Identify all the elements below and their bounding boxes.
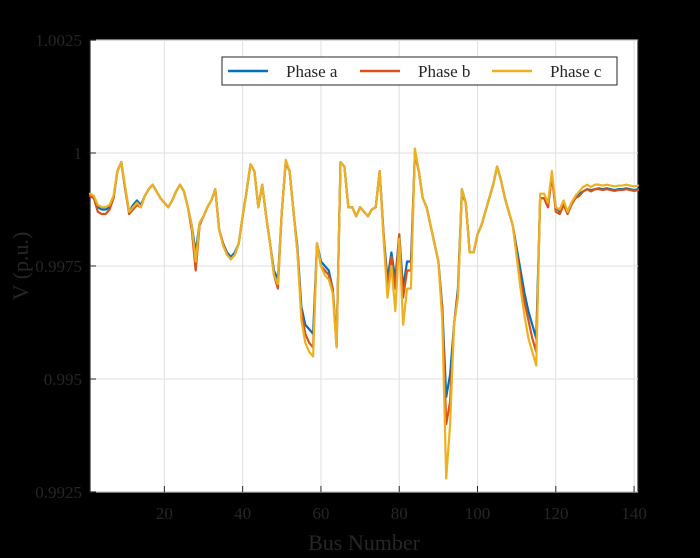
series-line-phase-c	[88, 147, 640, 480]
legend: Phase a Phase b Phase c	[221, 56, 618, 86]
x-tick-label: 100	[465, 504, 491, 523]
legend-label-phase-b: Phase b	[418, 62, 470, 81]
y-tick-label: 1.0025	[35, 31, 82, 50]
y-tick-label: 0.9925	[35, 483, 82, 502]
y-tick-label: 1	[74, 144, 83, 163]
x-tick-label: 140	[621, 504, 647, 523]
grid	[90, 39, 638, 493]
x-tick-label: 20	[156, 504, 173, 523]
y-axis-label: V (p.u.)	[8, 232, 33, 301]
legend-label-phase-c: Phase c	[550, 62, 602, 81]
legend-label-phase-a: Phase a	[286, 62, 338, 81]
y-axis: 0.9925 0.995 0.9975 1 1.0025	[35, 31, 96, 502]
x-tick-label: 120	[543, 504, 569, 523]
x-tick-label: 80	[391, 504, 408, 523]
y-tick-label: 0.9975	[35, 257, 82, 276]
y-tick-label: 0.995	[44, 370, 82, 389]
x-axis: 20 40 60 80 100 120 140	[156, 486, 647, 523]
x-tick-label: 40	[234, 504, 251, 523]
x-tick-label: 60	[312, 504, 329, 523]
legend-box	[221, 56, 618, 86]
x-axis-label: Bus Number	[308, 530, 421, 555]
series-lines	[88, 147, 640, 480]
